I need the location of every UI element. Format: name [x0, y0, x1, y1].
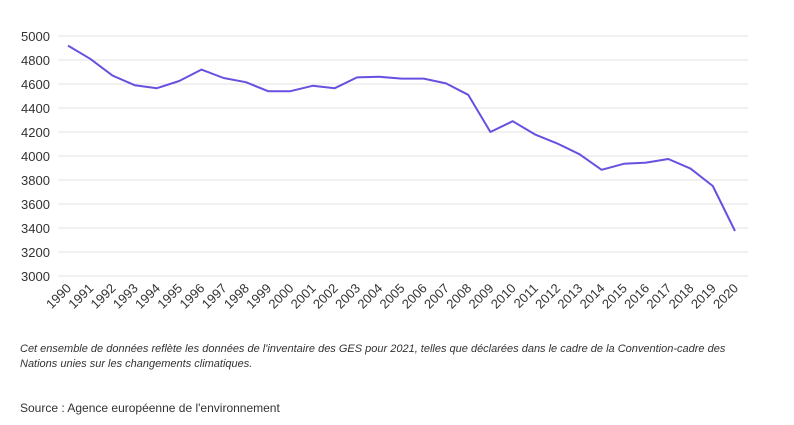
y-tick-label: 4600 [21, 77, 50, 92]
data-point [154, 86, 159, 91]
data-point [243, 80, 248, 85]
data-point [421, 76, 426, 81]
y-tick-label: 4200 [21, 125, 50, 140]
source-text: Source : Agence européenne de l'environn… [20, 401, 280, 415]
y-tick-label: 5000 [21, 29, 50, 44]
data-point [644, 160, 649, 165]
data-point [666, 157, 671, 162]
data-point [177, 79, 182, 84]
gridlines [58, 35, 748, 277]
y-tick-label: 3400 [21, 221, 50, 236]
data-point [510, 119, 515, 124]
data-point [332, 86, 337, 91]
y-tick-label: 3200 [21, 245, 50, 260]
data-point [466, 92, 471, 97]
data-point [110, 73, 115, 78]
data-point [266, 89, 271, 94]
data-point [221, 76, 226, 81]
y-tick-label: 4400 [21, 101, 50, 116]
series-group [66, 43, 738, 234]
data-point [66, 43, 71, 48]
data-point [488, 130, 493, 135]
data-point [377, 74, 382, 79]
data-point [599, 167, 604, 172]
data-point [532, 132, 537, 137]
data-point [733, 229, 738, 234]
y-axis-ticks: 5000 4800 4600 4400 4200 4000 3800 3600 3400 3200… [21, 29, 50, 284]
data-point [443, 81, 448, 86]
data-point [555, 141, 560, 146]
data-point [288, 89, 293, 94]
data-point [132, 83, 137, 88]
data-point [621, 161, 626, 166]
data-point [399, 76, 404, 81]
data-point [199, 67, 204, 72]
data-point [688, 166, 693, 171]
data-point [710, 184, 715, 189]
y-tick-label: 4000 [21, 149, 50, 164]
data-point [577, 152, 582, 157]
dataset-note: Cet ensemble de données reflète les donn… [20, 343, 726, 370]
x-axis-ticks: 1990199119921993199419951996199719981999… [43, 281, 741, 312]
y-tick-label: 4800 [21, 53, 50, 68]
data-point [310, 83, 315, 88]
series-line [67, 44, 736, 232]
data-point [355, 75, 360, 80]
y-tick-label: 3600 [21, 197, 50, 212]
x-tick-label: 2020 [710, 281, 741, 312]
data-point [88, 56, 93, 61]
y-tick-label: 3000 [21, 269, 50, 284]
y-tick-label: 3800 [21, 173, 50, 188]
line-chart: 5000 4800 4600 4400 4200 4000 3800 3600 3400 3200… [21, 29, 748, 312]
